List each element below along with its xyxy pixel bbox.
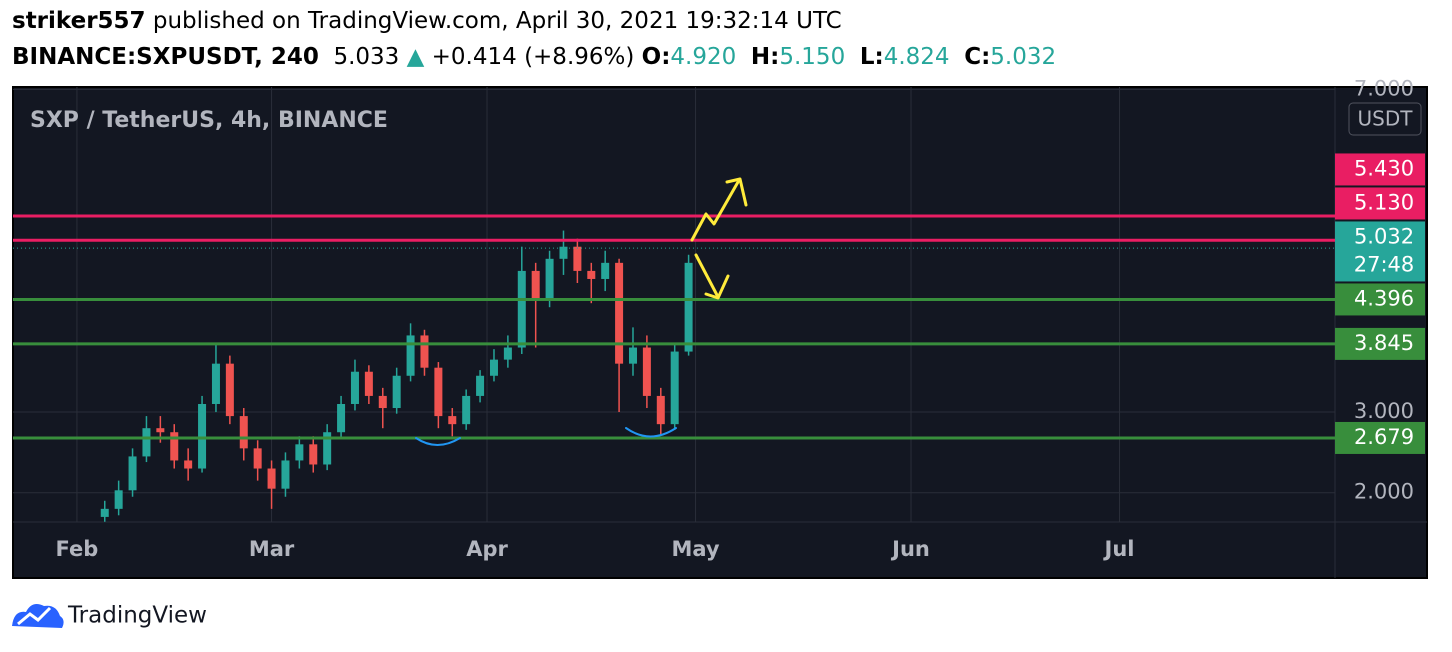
price-label-box: [1335, 221, 1425, 282]
last: 5.033: [333, 44, 400, 70]
candle-body: [434, 367, 443, 417]
ohlc-value: 4.824: [883, 44, 950, 70]
arrow-head: [704, 274, 730, 300]
candle-body: [253, 448, 262, 469]
x-tick-label: Apr: [466, 537, 508, 561]
price-label: 3.845: [1354, 331, 1414, 355]
ohlc-key: O:: [641, 44, 671, 70]
candle-body: [364, 371, 373, 396]
price-label-box: [1335, 153, 1425, 186]
candle-body: [239, 416, 248, 449]
symbol: BINANCE:SXPUSDT, 240: [12, 44, 319, 70]
candle-body: [142, 428, 151, 457]
price-label: 5.130: [1354, 190, 1414, 214]
price-label: 2.679: [1354, 425, 1414, 449]
change: +0.414 (+8.96%): [431, 44, 635, 70]
price-label-box: [1335, 187, 1425, 220]
x-tick-label: Jul: [1103, 537, 1135, 561]
candle-body: [323, 432, 332, 465]
y-tick-label: 2.000: [1354, 480, 1414, 504]
price-label: 5.032: [1354, 224, 1414, 248]
candle-body: [628, 347, 637, 364]
candle-body: [517, 270, 526, 348]
candle-body: [503, 347, 512, 360]
user: striker557: [12, 8, 146, 34]
up-arrow: ▲: [406, 44, 425, 70]
candle-body: [128, 456, 137, 491]
candle-body: [309, 444, 318, 465]
currency: USDT: [1358, 107, 1414, 131]
candle-body: [559, 246, 568, 259]
arrow-head: [725, 177, 748, 207]
countdown: 27:48: [1354, 252, 1415, 276]
ohlc-value: 5.032: [990, 44, 1057, 70]
x-tick-label: Feb: [56, 537, 99, 561]
y-tick-label: 3.000: [1354, 399, 1414, 423]
candle-body: [198, 403, 207, 469]
candle-body: [211, 363, 220, 404]
logo: [12, 604, 64, 628]
arc-drawing: [415, 437, 461, 446]
candle-body: [170, 432, 179, 461]
arc-drawing: [625, 427, 677, 438]
candle-body: [642, 347, 651, 396]
logo-line: [17, 606, 52, 626]
candle-body: [489, 359, 498, 376]
x-tick-label: May: [671, 537, 719, 561]
logo-cloud: [12, 604, 64, 628]
candle-body: [350, 371, 359, 404]
candle-body: [295, 444, 304, 461]
brand: TradingView: [67, 603, 207, 629]
x-tick-label: Jun: [890, 537, 930, 561]
candle-body: [392, 375, 401, 409]
candle-body: [267, 468, 276, 489]
published: published on TradingView.com, April 30, …: [152, 8, 842, 34]
chart-title: SXP / TetherUS, 4h, BINANCE: [30, 108, 388, 133]
currency-box: [1348, 102, 1422, 136]
y-tick-label: 7.000: [1354, 76, 1414, 100]
candle-body: [601, 262, 610, 279]
candle-body: [573, 246, 582, 271]
ohlc-value: 5.150: [779, 44, 846, 70]
candle-body: [684, 262, 693, 352]
ohlc-value: 4.920: [670, 44, 737, 70]
price-label-box: [1335, 421, 1425, 454]
candle-body: [670, 351, 679, 425]
candle-body: [462, 395, 471, 425]
candle-body: [476, 375, 485, 396]
price-label-box: [1335, 327, 1425, 360]
candle-body: [225, 363, 234, 417]
candle-body: [114, 490, 123, 509]
candle-body: [615, 262, 624, 364]
candle-body: [656, 395, 665, 425]
candle-body: [378, 395, 387, 409]
price-label-box: [1335, 283, 1425, 316]
down-arrow-drawing: [694, 253, 720, 299]
candle-body: [156, 428, 165, 433]
chart-panel: [12, 86, 1428, 579]
price-label: 5.430: [1354, 156, 1414, 180]
candle-body: [184, 460, 193, 469]
candle-body: [531, 270, 540, 300]
candle-body: [448, 416, 457, 425]
publish-line: striker557 published on TradingView.com,…: [12, 8, 842, 34]
price-label: 4.396: [1354, 286, 1414, 310]
candle-body: [100, 508, 109, 517]
quote-line: BINANCE:SXPUSDT, 240 5.033 ▲ +0.414 (+8.…: [12, 44, 1056, 70]
drawings: [415, 177, 748, 446]
ohlc-key: C:: [964, 44, 991, 70]
candle-body: [281, 460, 290, 489]
candle-body: [337, 403, 346, 433]
candle-body: [406, 335, 415, 376]
up-arrow-drawing: [690, 180, 740, 242]
candle-body: [545, 258, 554, 300]
candle-body: [587, 270, 596, 279]
candle-body: [420, 335, 429, 368]
x-tick-label: Mar: [249, 537, 295, 561]
ohlc-key: H:: [750, 44, 780, 70]
ohlc-key: L:: [859, 44, 884, 70]
